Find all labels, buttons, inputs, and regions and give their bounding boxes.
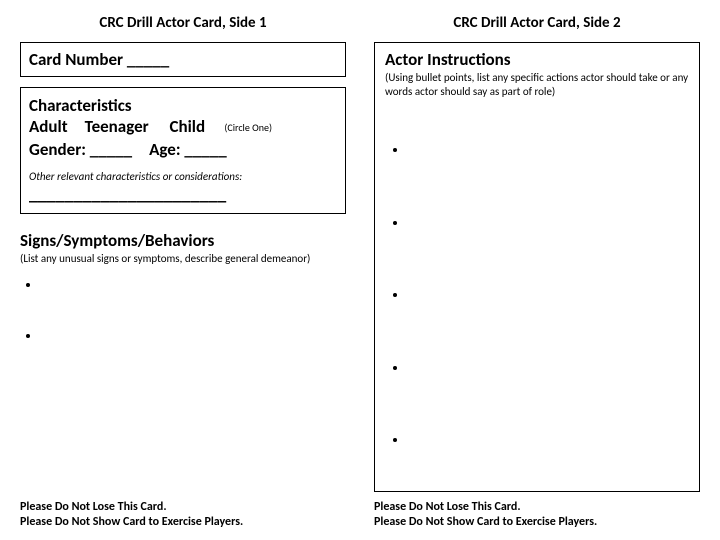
page-root: CRC Drill Actor Card, Side 1 Card Number… bbox=[20, 14, 700, 530]
signs-bullet-1 bbox=[40, 277, 346, 292]
other-relevant-note: Other relevant characteristics or consid… bbox=[29, 170, 337, 183]
characteristics-line1: Adult Teenager Child (Circle One) bbox=[29, 116, 337, 139]
instructions-bullets bbox=[385, 113, 689, 486]
side2-footer: Please Do Not Lose This Card. Please Do … bbox=[374, 500, 700, 530]
footer-line2: Please Do Not Show Card to Exercise Play… bbox=[20, 515, 346, 530]
instr-bullet-3 bbox=[407, 287, 689, 300]
age-options: Adult Teenager Child bbox=[29, 116, 205, 137]
instr-bullet-4 bbox=[407, 360, 689, 373]
instr-bullet-2 bbox=[407, 215, 689, 228]
characteristics-box: Characteristics Adult Teenager Child (Ci… bbox=[20, 87, 346, 214]
card-number-label: Card Number _____ bbox=[29, 49, 169, 70]
side1-footer: Please Do Not Lose This Card. Please Do … bbox=[20, 500, 346, 530]
signs-note: (List any unusual signs or symptoms, des… bbox=[20, 252, 346, 265]
footer2-line1: Please Do Not Lose This Card. bbox=[374, 500, 700, 515]
characteristics-heading: Characteristics bbox=[29, 95, 337, 116]
signs-heading: Signs/Symptoms/Behaviors bbox=[20, 230, 346, 251]
circle-one-note: (Circle One) bbox=[224, 121, 272, 134]
instr-bullet-5 bbox=[407, 432, 689, 445]
side-2: CRC Drill Actor Card, Side 2 Actor Instr… bbox=[374, 14, 700, 530]
footer2-line2: Please Do Not Show Card to Exercise Play… bbox=[374, 515, 700, 530]
blank-line: ______________________ bbox=[29, 183, 337, 205]
side1-title: CRC Drill Actor Card, Side 1 bbox=[20, 14, 346, 32]
side-1: CRC Drill Actor Card, Side 1 Card Number… bbox=[20, 14, 346, 530]
footer-line1: Please Do Not Lose This Card. bbox=[20, 500, 346, 515]
signs-bullet-2 bbox=[40, 328, 346, 343]
characteristics-line2: Gender: _____ Age: _____ bbox=[29, 139, 337, 160]
instr-bullet-1 bbox=[407, 142, 689, 155]
card-number-box: Card Number _____ bbox=[20, 42, 346, 77]
side2-title: CRC Drill Actor Card, Side 2 bbox=[374, 14, 700, 32]
instructions-box: Actor Instructions (Using bullet points,… bbox=[374, 42, 700, 492]
instructions-note: (Using bullet points, list any specific … bbox=[385, 71, 689, 99]
instructions-heading: Actor Instructions bbox=[385, 49, 689, 70]
signs-bullets bbox=[20, 277, 346, 500]
